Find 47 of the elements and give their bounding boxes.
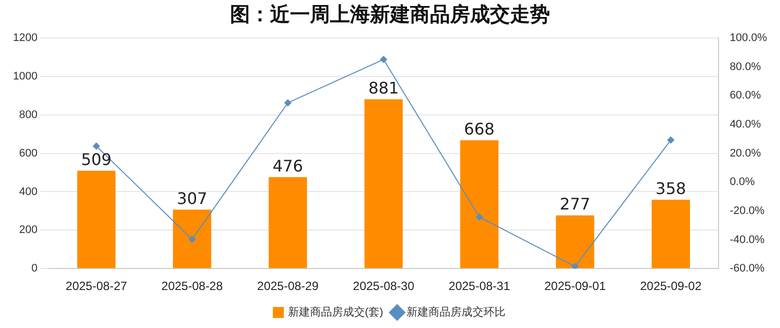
x-tick-label: 2025-09-02 <box>640 279 702 294</box>
point <box>284 99 292 106</box>
chart-title: 图：近一周上海新建商品房成交走势 <box>230 2 550 26</box>
bar <box>556 215 594 268</box>
y-tick-label: 0 <box>31 262 38 275</box>
y2-tick-label: -40.0% <box>730 234 765 246</box>
data-label: 277 <box>560 194 590 214</box>
x-tick-label: 2025-08-28 <box>161 279 224 294</box>
y-tick-label: 1000 <box>12 70 38 82</box>
point <box>188 236 196 243</box>
y2-tick-label: -20.0% <box>730 204 765 217</box>
bar <box>652 200 690 268</box>
y2-tick-label: -60.0% <box>730 262 765 275</box>
x-tick-label: 2025-08-27 <box>66 279 128 294</box>
data-label: 358 <box>656 178 686 198</box>
x-tick-label: 2025-08-30 <box>352 279 415 294</box>
x-tick-label: 2025-08-29 <box>257 279 319 294</box>
data-label: 307 <box>176 188 208 208</box>
y-tick-label: 1200 <box>12 32 38 44</box>
bar <box>77 170 116 268</box>
y2-tick-label: 80.0% <box>730 60 762 73</box>
y2-tick-label: 60.0% <box>730 90 762 102</box>
point <box>380 56 388 63</box>
bar <box>172 210 212 268</box>
point <box>476 214 483 221</box>
y2-tick-label: 0.0% <box>730 176 755 188</box>
y-tick-label: 600 <box>19 147 38 160</box>
x-tick-label: 2025-09-01 <box>544 279 606 294</box>
data-label: 881 <box>368 78 399 98</box>
data-label: 509 <box>81 150 112 169</box>
y2-tick-label: 40.0% <box>730 118 762 131</box>
data-label: 668 <box>464 119 495 138</box>
y-tick-label: 200 <box>19 224 38 236</box>
point <box>667 136 674 144</box>
point <box>572 262 579 269</box>
y-tick-label: 800 <box>19 108 38 121</box>
legend-label: 新建商品房成交(套) <box>288 306 384 319</box>
data-label: 476 <box>272 156 304 176</box>
point <box>92 142 100 150</box>
y2-tick-label: 20.0% <box>730 147 762 160</box>
bar <box>460 140 498 268</box>
bar <box>364 99 403 268</box>
x-tick-label: 2025-08-31 <box>448 279 510 294</box>
bar <box>268 177 307 268</box>
legend-label: 新建商品房成交环比 <box>406 306 506 319</box>
y-tick-label: 400 <box>19 186 38 198</box>
y2-tick-label: 100.0% <box>730 32 768 44</box>
